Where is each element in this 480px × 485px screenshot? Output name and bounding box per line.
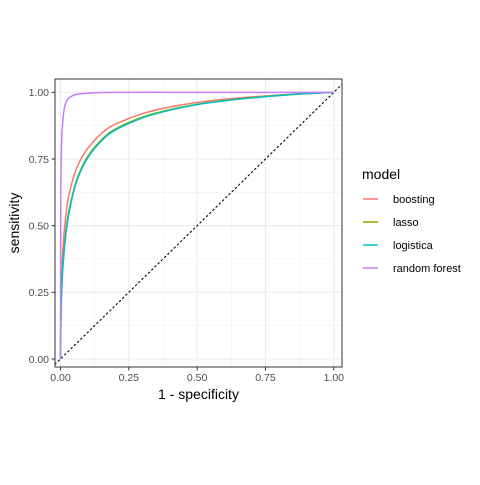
y-tick-label: 1.00 bbox=[29, 87, 50, 99]
x-tick-label: 0.00 bbox=[50, 372, 71, 384]
reference-line-group bbox=[54, 83, 343, 365]
y-tick-label: 0.50 bbox=[29, 220, 50, 232]
y-axis-ticks: 0.00 0.25 0.50 0.75 1.00 bbox=[29, 87, 55, 366]
series-line-logistica bbox=[59, 91, 334, 360]
plot-panel bbox=[55, 79, 342, 367]
x-tick-label: 0.50 bbox=[187, 372, 208, 384]
x-tick-label: 1.00 bbox=[324, 372, 345, 384]
y-tick-label: 0.00 bbox=[29, 354, 50, 366]
legend: model boosting lasso logistica random fores… bbox=[362, 166, 461, 276]
legend-label: random forest bbox=[393, 263, 461, 275]
legend-items: boosting lasso logistica random forest bbox=[362, 190, 461, 276]
x-axis-ticks: 0.00 0.25 0.50 0.75 1.00 bbox=[50, 367, 344, 384]
legend-label: logistica bbox=[393, 240, 434, 252]
series-line-random-forest bbox=[59, 91, 334, 360]
y-axis-label: sensitivity bbox=[6, 193, 22, 254]
y-tick-label: 0.25 bbox=[29, 287, 50, 299]
y-tick-label: 0.75 bbox=[29, 154, 50, 166]
series-line-boosting bbox=[59, 91, 334, 360]
series-group bbox=[59, 91, 334, 360]
legend-title: model bbox=[362, 166, 400, 182]
x-tick-label: 0.75 bbox=[255, 372, 276, 384]
x-axis-label: 1 - specificity bbox=[158, 386, 239, 402]
x-tick-label: 0.25 bbox=[119, 372, 140, 384]
grid-minor bbox=[55, 79, 342, 367]
plot-border bbox=[54, 78, 343, 368]
legend-label: boosting bbox=[393, 194, 435, 206]
legend-label: lasso bbox=[393, 217, 419, 229]
reference-diagonal-line bbox=[54, 83, 343, 365]
